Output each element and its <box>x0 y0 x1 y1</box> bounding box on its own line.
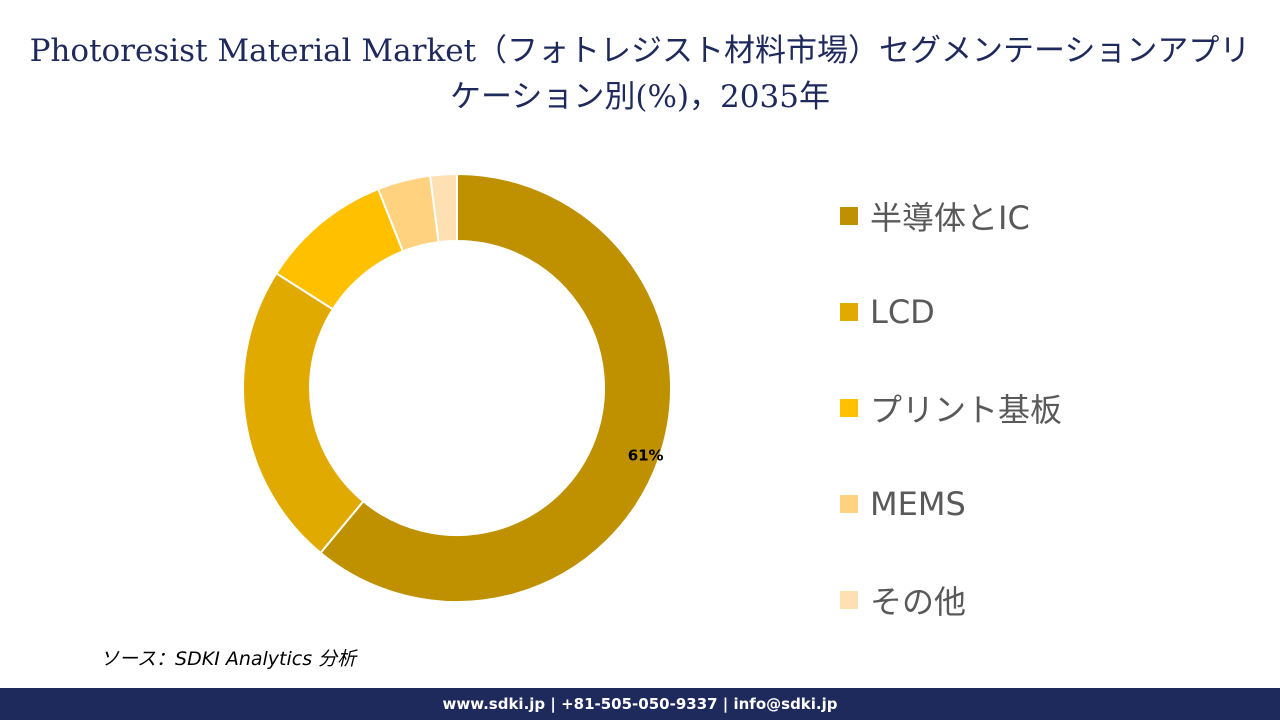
legend-label-1: LCD <box>870 293 935 331</box>
legend-item-4: その他 <box>840 552 1260 648</box>
source-note: ソース：SDKI Analytics 分析 <box>100 648 357 670</box>
donut-slice-1 <box>242 271 365 555</box>
legend-label-3: MEMS <box>870 485 966 523</box>
legend-swatch-0 <box>840 207 858 225</box>
chart-title: Photoresist Material Market（フォトレジスト材料市場）… <box>29 33 1251 115</box>
legend-item-1: LCD <box>840 264 1260 360</box>
legend-swatch-4 <box>840 591 858 609</box>
legend-item-2: プリント基板 <box>840 360 1260 456</box>
legend-item-0: 半導体とIC <box>840 168 1260 264</box>
donut-slice-4 <box>429 172 458 244</box>
legend-label-2: プリント基板 <box>870 391 1063 429</box>
footer-contact: www.sdki.jp | +81-505-050-9337 | info@sd… <box>442 695 838 713</box>
chart-legend: 半導体とIC LCD プリント基板 MEMS その他 <box>840 168 1260 648</box>
legend-label-0: 半導体とIC <box>870 199 1030 237</box>
donut-slice-0 <box>319 172 672 603</box>
legend-label-4: その他 <box>870 583 967 621</box>
legend-swatch-1 <box>840 303 858 321</box>
legend-item-3: MEMS <box>840 456 1260 552</box>
legend-swatch-2 <box>840 399 858 417</box>
legend-swatch-3 <box>840 495 858 513</box>
data-label-0: 61% <box>628 446 664 464</box>
footer-bar: www.sdki.jp | +81-505-050-9337 | info@sd… <box>0 688 1280 720</box>
donut-chart: 61% <box>242 172 672 603</box>
